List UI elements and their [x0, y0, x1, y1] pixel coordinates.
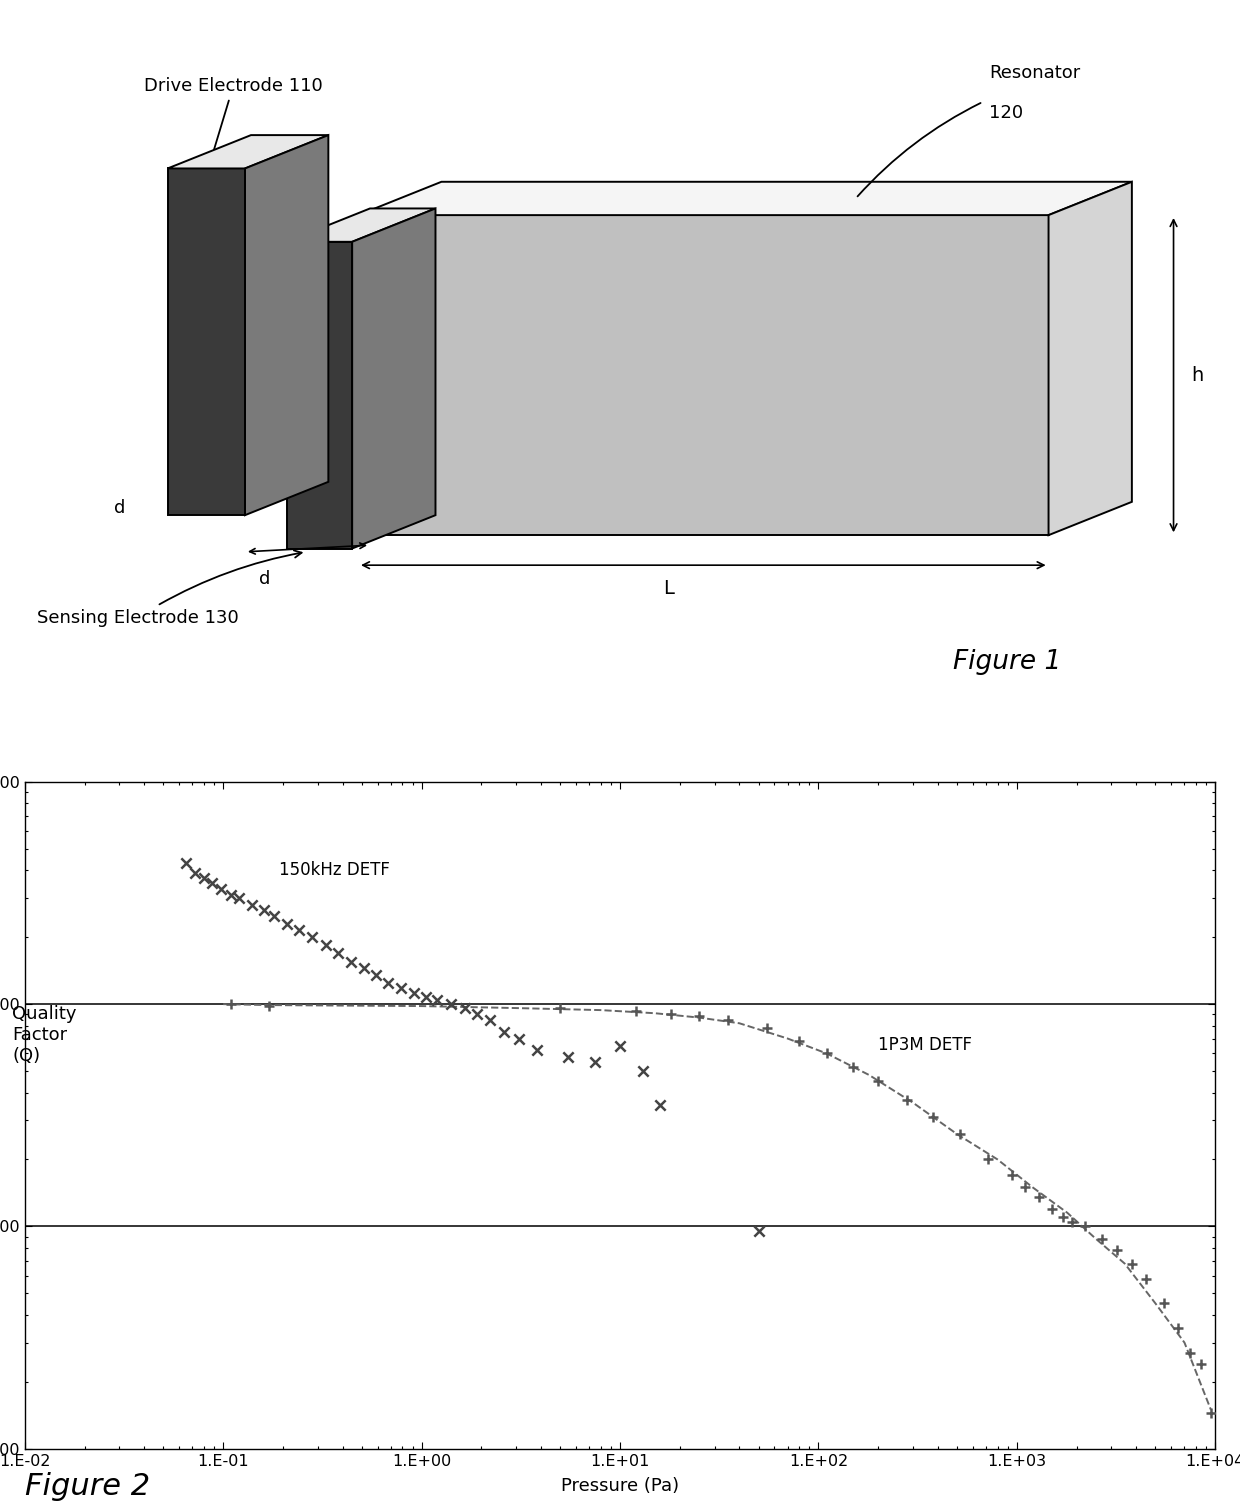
Point — [632, 1059, 652, 1083]
Point — [378, 970, 398, 994]
Point — [718, 1008, 738, 1032]
Text: Sensing Electrode 130: Sensing Electrode 130 — [37, 551, 301, 626]
Point — [951, 1123, 971, 1147]
Point — [978, 1147, 998, 1171]
Point — [428, 988, 448, 1013]
Point — [756, 1016, 776, 1040]
Point — [264, 904, 284, 928]
Point — [1029, 1186, 1049, 1210]
Polygon shape — [167, 169, 246, 515]
Text: Resonator: Resonator — [990, 63, 1080, 81]
Point — [1122, 1251, 1142, 1275]
Point — [551, 996, 570, 1020]
Point — [1053, 1206, 1073, 1230]
Point — [278, 911, 298, 936]
Text: Figure 1: Figure 1 — [954, 649, 1061, 675]
Point — [924, 1105, 944, 1129]
Point — [212, 877, 232, 901]
Point — [661, 1002, 681, 1026]
X-axis label: Pressure (Pa): Pressure (Pa) — [560, 1477, 680, 1495]
Point — [193, 866, 213, 890]
Point — [527, 1038, 547, 1062]
Text: 1P3M DETF: 1P3M DETF — [878, 1037, 972, 1055]
Point — [1107, 1239, 1127, 1263]
Point — [510, 1026, 529, 1050]
Point — [353, 957, 373, 981]
Point — [289, 917, 309, 942]
Text: Drive Electrode 110: Drive Electrode 110 — [144, 77, 322, 163]
Polygon shape — [358, 181, 1132, 216]
Point — [1168, 1316, 1188, 1340]
Point — [404, 981, 424, 1005]
Point — [1137, 1268, 1157, 1292]
Point — [242, 893, 262, 917]
Point — [185, 860, 205, 884]
Point — [329, 940, 348, 964]
Point — [1180, 1340, 1200, 1364]
Point — [1092, 1227, 1112, 1251]
Point — [749, 1219, 769, 1243]
Point — [651, 1094, 671, 1118]
Point — [898, 1088, 918, 1112]
Point — [1075, 1215, 1095, 1239]
Point — [1063, 1210, 1083, 1234]
Text: Figure 2: Figure 2 — [25, 1473, 150, 1501]
Point — [689, 1005, 709, 1029]
Point — [222, 991, 242, 1016]
Point — [415, 985, 435, 1010]
Text: 120: 120 — [990, 104, 1023, 122]
Point — [341, 949, 361, 973]
Polygon shape — [286, 208, 435, 241]
Point — [316, 933, 336, 957]
Point — [254, 898, 274, 922]
Polygon shape — [358, 216, 1049, 536]
Polygon shape — [286, 241, 352, 548]
Point — [868, 1070, 888, 1094]
Point — [303, 925, 322, 949]
Point — [843, 1055, 863, 1079]
Point — [817, 1041, 837, 1065]
Point — [1192, 1352, 1211, 1376]
Point — [585, 1050, 605, 1074]
Point — [222, 883, 242, 907]
Text: 150kHz DETF: 150kHz DETF — [279, 862, 389, 880]
Point — [392, 976, 412, 1000]
Point — [1002, 1163, 1022, 1188]
Polygon shape — [1049, 181, 1132, 536]
Polygon shape — [246, 136, 329, 515]
Point — [494, 1020, 513, 1044]
Point — [455, 996, 475, 1020]
Point — [1016, 1176, 1035, 1200]
Text: Quality
Factor
(Q): Quality Factor (Q) — [12, 1005, 77, 1065]
Point — [259, 994, 279, 1019]
Point — [626, 999, 646, 1023]
Point — [1042, 1197, 1061, 1221]
Point — [176, 851, 196, 875]
Point — [789, 1029, 808, 1053]
Point — [440, 991, 460, 1016]
Polygon shape — [167, 136, 329, 169]
Point — [1153, 1292, 1173, 1316]
Polygon shape — [352, 208, 435, 548]
Point — [366, 963, 386, 987]
Point — [229, 886, 249, 910]
Point — [467, 1002, 487, 1026]
Point — [480, 1008, 500, 1032]
Point — [558, 1044, 578, 1068]
Text: d: d — [114, 499, 125, 518]
Text: L: L — [663, 579, 675, 598]
Text: h: h — [1192, 365, 1204, 385]
Point — [1200, 1400, 1220, 1424]
Point — [610, 1034, 630, 1058]
Point — [202, 871, 222, 895]
Text: d: d — [259, 569, 270, 587]
